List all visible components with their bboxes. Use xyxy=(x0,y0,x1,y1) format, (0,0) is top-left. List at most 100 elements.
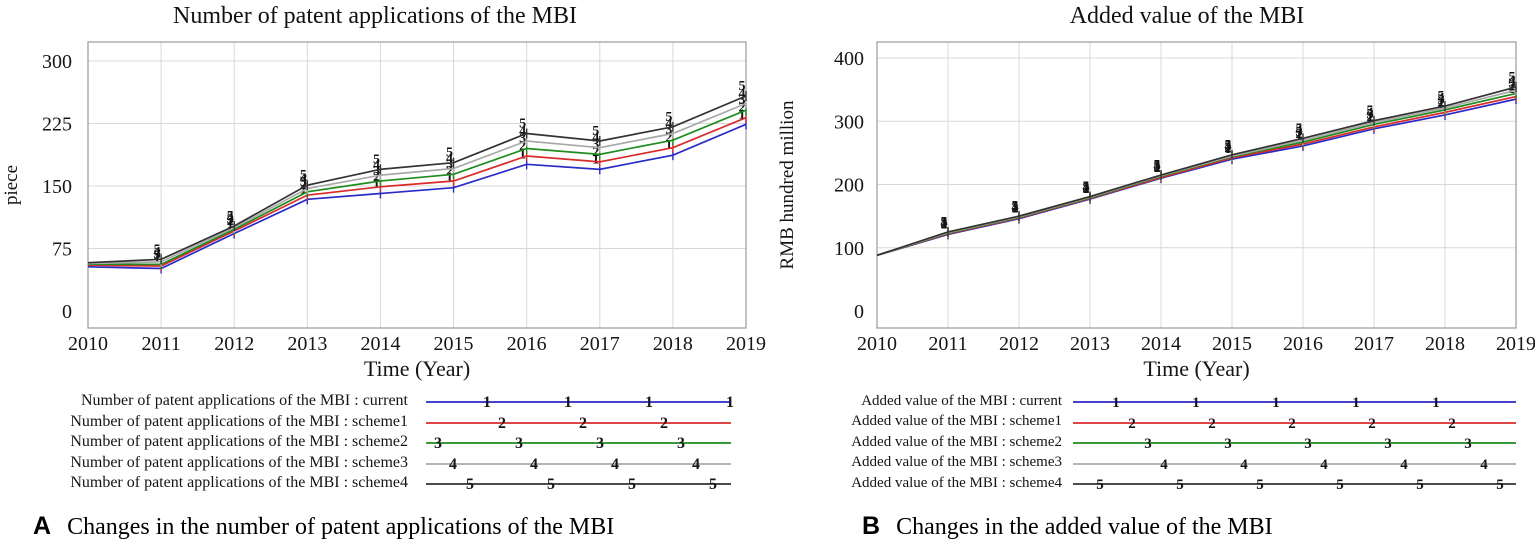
legend-marker-digit: 2 xyxy=(1128,416,1136,432)
panel-letter-a: A xyxy=(33,512,52,540)
x-axis-label: Time (Year) xyxy=(1143,356,1249,381)
panel-caption-text-b: Changes in the added value of the MBI xyxy=(896,514,1273,540)
legend-line-scheme4: 5 5 5 5 5 5 xyxy=(1073,477,1516,493)
x-tick-label: 2017 xyxy=(1354,333,1394,355)
plot-border xyxy=(876,41,1517,329)
x-tick-label: 2015 xyxy=(1212,333,1252,355)
chart-title-patent-applications: Number of patent applications of the MBI xyxy=(173,3,577,29)
marker-digit: 4 xyxy=(1509,73,1516,88)
legend-marker-digit: 4 xyxy=(1160,457,1168,473)
legend-marker-digit: 5 xyxy=(1096,477,1104,493)
marker-digit: 2 xyxy=(665,131,672,146)
marker-digit: 1 xyxy=(373,177,380,192)
marker-digit: 2 xyxy=(941,217,948,232)
x-tick-label: 2019 xyxy=(726,333,766,355)
marker-digit: 1 xyxy=(227,217,234,232)
marker-digit: 4 xyxy=(519,124,526,139)
marker-digit: 4 xyxy=(227,211,234,226)
marker-digit: 3 xyxy=(300,175,307,190)
y-tick-label: 400 xyxy=(834,48,864,70)
panel-caption-b: B Changes in the added value of the MBI xyxy=(862,512,1273,541)
marker-digit: 1 xyxy=(1509,82,1516,97)
y-tick-label: 200 xyxy=(834,175,864,197)
marker-digit: 3 xyxy=(519,132,526,147)
marker-digit: 5 xyxy=(941,215,948,230)
marker-digit: 2 xyxy=(1083,181,1090,196)
marker-digit: 1 xyxy=(519,147,526,162)
marker-digit: 3 xyxy=(739,93,746,108)
legend-marker-digit: 3 xyxy=(1384,436,1392,452)
marker-digit: 5 xyxy=(1509,70,1516,85)
legend-marker-digit: 5 xyxy=(1496,477,1504,493)
chart-title-added-value: Added value of the MBI xyxy=(1069,3,1305,29)
x-tick-label: 2013 xyxy=(1070,333,1110,355)
y-tick-label: 150 xyxy=(42,176,72,198)
legend-marker-digit: 5 xyxy=(1256,477,1264,493)
marker-digit: 1 xyxy=(941,217,948,232)
marker-digit: 4 xyxy=(1296,123,1303,138)
marker-digit: 4 xyxy=(739,87,746,102)
marker-digit: 5 xyxy=(665,110,672,125)
legend-item-scheme2: Added value of the MBI : scheme2 3 3 3 3 3 xyxy=(767,432,1535,453)
marker-digit: 4 xyxy=(154,245,161,260)
y-tick-label: 75 xyxy=(52,239,72,261)
marker-digit: 2 xyxy=(227,214,234,229)
legend-patent-applications: Number of patent applications of the MBI… xyxy=(0,391,767,494)
x-tick-label: 2016 xyxy=(1283,333,1323,355)
marker-digit: 1 xyxy=(739,107,746,122)
legend-marker-digit: 3 xyxy=(1464,436,1472,452)
legend-item-current: Number of patent applications of the MBI… xyxy=(0,391,767,412)
x-tick-label: 2019 xyxy=(1496,333,1535,355)
legend-marker-digit: 2 xyxy=(660,415,668,432)
marker-digit: 1 xyxy=(592,152,599,167)
marker-digit: 5 xyxy=(1367,104,1374,119)
marker-digit: 1 xyxy=(1083,182,1090,197)
y-tick-label: 225 xyxy=(42,114,72,136)
x-tick-label: 2010 xyxy=(857,333,897,355)
legend-line-current: 1 1 1 1 1 xyxy=(1073,395,1516,411)
panel-letter-b: B xyxy=(862,512,881,540)
marker-digit: 3 xyxy=(1509,76,1516,91)
marker-digit: 2 xyxy=(739,101,746,116)
legend-marker-digit: 1 xyxy=(645,394,653,411)
marker-digit: 5 xyxy=(1012,199,1019,214)
marker-digit: 4 xyxy=(300,172,307,187)
legend-label: Added value of the MBI : current xyxy=(861,392,1062,409)
legend-marker-digit: 4 xyxy=(530,456,538,473)
legend-marker-digit: 1 xyxy=(1272,395,1280,411)
legend-marker-digit: 5 xyxy=(547,476,555,493)
legend-label: Added value of the MBI : scheme2 xyxy=(851,433,1062,450)
x-tick-label: 2012 xyxy=(214,333,254,355)
x-tick-label: 2014 xyxy=(1141,333,1181,355)
legend-item-current: Added value of the MBI : current 1 1 1 1 1 xyxy=(767,391,1535,412)
legend-line-current: 1 1 1 1 xyxy=(426,394,734,411)
marker-digit: 3 xyxy=(373,164,380,179)
marker-digit: 2 xyxy=(592,145,599,160)
x-tick-label: 2011 xyxy=(141,333,180,355)
legend-item-scheme1: Added value of the MBI : scheme1 2 2 2 2 2 xyxy=(767,412,1535,433)
x-tick-label: 2017 xyxy=(580,333,620,355)
marker-digit: 4 xyxy=(1367,106,1374,121)
marker-digit: 2 xyxy=(1154,161,1161,176)
legend-item-scheme4: Number of patent applications of the MBI… xyxy=(0,473,767,494)
marker-digit: 3 xyxy=(1083,181,1090,196)
series-line-scheme4 xyxy=(876,86,1517,257)
marker-digit: 5 xyxy=(1438,89,1445,104)
legend-line-scheme1: 2 2 2 2 2 xyxy=(1073,416,1516,432)
marker-digit: 2 xyxy=(1509,80,1516,95)
marker-digit: 2 xyxy=(154,249,161,264)
legend-marker-digit: 5 xyxy=(1176,477,1184,493)
marker-digit: 5 xyxy=(739,79,746,94)
legend-added-value: Added value of the MBI : current 1 1 1 1 1 Add… xyxy=(767,391,1535,494)
marker-digit: 5 xyxy=(227,209,234,224)
marker-digit: 5 xyxy=(300,168,307,183)
legend-line-scheme2: 3 3 3 3 xyxy=(426,435,731,452)
y-axis-label: RMB hundred million xyxy=(777,100,798,269)
marker-digit: 5 xyxy=(592,124,599,139)
x-tick-label: 2018 xyxy=(1425,333,1465,355)
series-line-scheme2 xyxy=(88,109,747,266)
legend-marker-digit: 4 xyxy=(611,456,619,473)
legend-label: Number of patent applications of the MBI… xyxy=(70,433,408,451)
